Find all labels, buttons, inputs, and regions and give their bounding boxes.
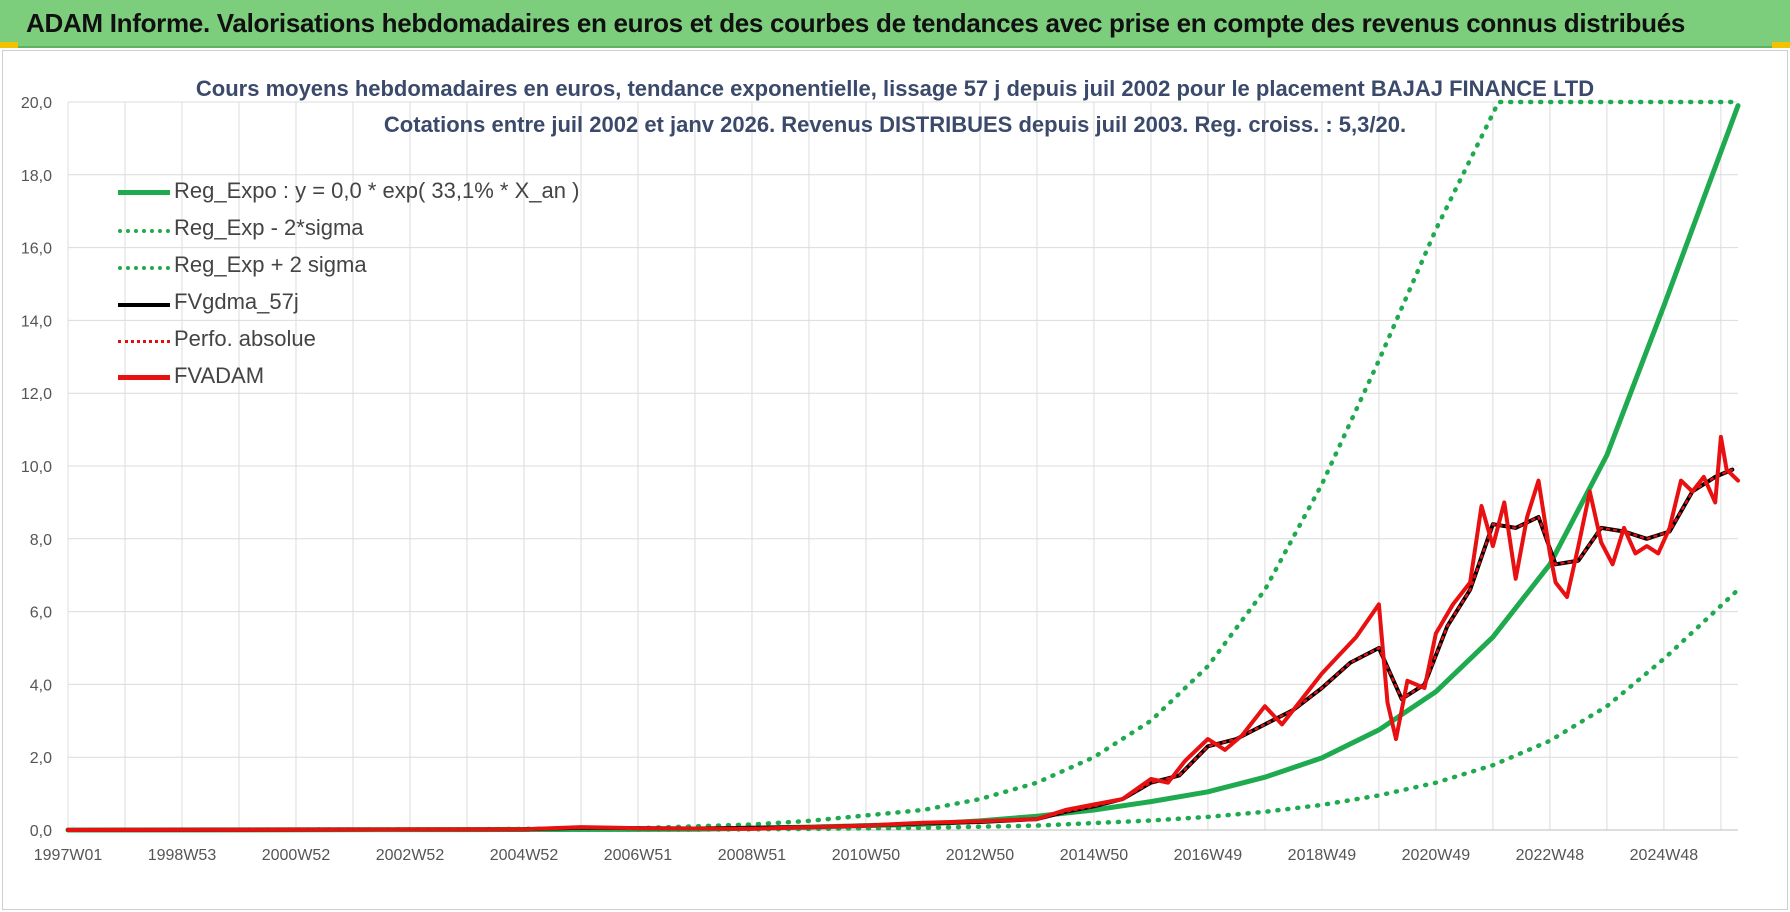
chart-frame [2, 50, 1788, 910]
banner-title: ADAM Informe. Valorisations hebdomadaire… [26, 8, 1686, 38]
series-line-reg_exp [65, 587, 1741, 833]
x-tick-label: 2000W52 [262, 847, 331, 864]
legend-swatch-reg-exp-plus [118, 266, 170, 270]
y-tick-label: 10,0 [21, 459, 52, 476]
chart-title-line-1: Cours moyens hebdomadaires en euros, ten… [195, 76, 1595, 101]
x-tick-label: 2006W51 [604, 847, 673, 864]
x-tick-label: 2008W51 [718, 847, 787, 864]
y-tick-label: 2,0 [30, 750, 52, 767]
legend-label-fvgdma: FVgdma_57j [174, 289, 299, 314]
x-tick-label: 1998W53 [148, 847, 217, 864]
chart-title-line-2: Cotations entre juil 2002 et janv 2026. … [383, 112, 1407, 137]
x-tick-label: 2002W52 [376, 847, 445, 864]
x-tick-label: 2014W50 [1060, 847, 1129, 864]
x-tick-label: 2024W48 [1630, 847, 1699, 864]
y-tick-label: 12,0 [21, 386, 52, 403]
legend-label-reg-exp-minus: Reg_Exp - 2*sigma [174, 215, 364, 240]
legend-label-fvadam: FVADAM [174, 363, 265, 388]
x-tick-label: 2018W49 [1288, 847, 1357, 864]
x-tick-label: 2012W50 [946, 847, 1015, 864]
banner: ADAM Informe. Valorisations hebdomadaire… [0, 0, 1790, 48]
legend-swatch-reg-expo [118, 190, 170, 195]
legend-swatch-perfo [118, 340, 170, 343]
y-tick-label: 0,0 [30, 823, 52, 840]
y-tick-label: 6,0 [30, 605, 52, 622]
y-tick-label: 18,0 [21, 168, 52, 185]
corner-marker-left [0, 42, 18, 48]
y-tick-label: 16,0 [21, 241, 52, 258]
legend-swatch-fvgdma [118, 303, 170, 307]
y-axis: 0,0 2,0 4,0 6,0 8,0 10,0 12,0 14,0 16,0 18,0 20,0 [21, 95, 52, 840]
legend-swatch-reg-exp-minus [118, 229, 170, 233]
series-lines [65, 99, 1741, 833]
x-tick-label: 2004W52 [490, 847, 559, 864]
series-line-fvadam [66, 434, 1740, 832]
legend-label-reg-exp-plus: Reg_Exp + 2 sigma [174, 252, 367, 277]
x-tick-label: 2020W49 [1402, 847, 1471, 864]
corner-marker-right [1772, 42, 1790, 48]
x-tick-label: 2022W48 [1516, 847, 1585, 864]
legend-label-perfo: Perfo. absolue [174, 326, 316, 351]
x-tick-label: 1997W01 [34, 847, 103, 864]
y-tick-label: 8,0 [30, 532, 52, 549]
grid-lines [67, 101, 1738, 831]
legend-swatch-fvadam [118, 375, 170, 380]
y-tick-label: 20,0 [21, 95, 52, 112]
x-tick-label: 2016W49 [1174, 847, 1243, 864]
legend-label-reg-expo: Reg_Expo : y = 0,0 * exp( 33,1% * X_an ) [174, 178, 580, 203]
x-tick-label: 2010W50 [832, 847, 901, 864]
y-tick-label: 14,0 [21, 313, 52, 330]
y-tick-label: 4,0 [30, 677, 52, 694]
series-line-reg_exp [65, 99, 1741, 833]
x-axis: 1997W01 1998W53 2000W52 2002W52 2004W52 2006W… [34, 829, 1738, 864]
